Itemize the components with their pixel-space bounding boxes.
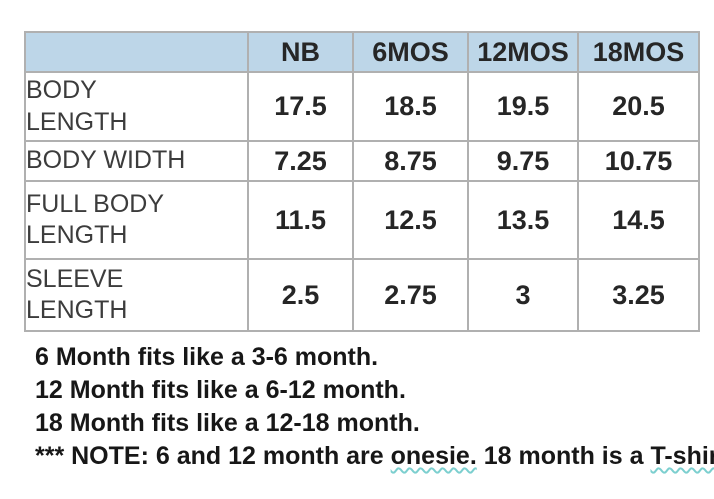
row-label-sleeve-length: SLEEVE LENGTH bbox=[24, 258, 249, 332]
cell-value: 19.5 bbox=[467, 71, 579, 142]
cell-value: 3.25 bbox=[577, 258, 700, 332]
fit-note-6-month: 6 Month fits like a 3-6 month. bbox=[35, 343, 379, 371]
cell-value: 9.75 bbox=[467, 140, 579, 182]
cell-value: 12.5 bbox=[352, 180, 469, 260]
row-label-full-body-length: FULL BODY LENGTH bbox=[24, 180, 249, 260]
cell-value: 18.5 bbox=[352, 71, 469, 142]
note-prefix: *** NOTE: 6 and 12 month are bbox=[35, 442, 391, 470]
fit-note-18-month: 18 Month fits like a 12-18 month. bbox=[35, 409, 420, 437]
note-middle: 18 month is a bbox=[476, 442, 651, 470]
table-row-body-length: BODY LENGTH 17.5 18.5 19.5 20.5 bbox=[24, 71, 700, 142]
cell-value: 8.75 bbox=[352, 140, 469, 182]
cell-value: 11.5 bbox=[247, 180, 354, 260]
cell-value: 13.5 bbox=[467, 180, 579, 260]
table-row-body-width: BODY WIDTH 7.25 8.75 9.75 10.75 bbox=[24, 140, 700, 182]
size-chart-table: NB 6MOS 12MOS 18MOS BODY LENGTH 17.5 18.… bbox=[24, 31, 700, 332]
fit-notes: 6 Month fits like a 3-6 month. 12 Month … bbox=[35, 341, 714, 473]
cell-value: 17.5 bbox=[247, 71, 354, 142]
cell-value: 7.25 bbox=[247, 140, 354, 182]
cell-value: 2.5 bbox=[247, 258, 354, 332]
cell-value: 20.5 bbox=[577, 71, 700, 142]
cell-value: 10.75 bbox=[577, 140, 700, 182]
cell-value: 2.75 bbox=[352, 258, 469, 332]
fit-note-12-month: 12 Month fits like a 6-12 month. bbox=[35, 376, 406, 404]
table-row-full-body-length: FULL BODY LENGTH 11.5 12.5 13.5 14.5 bbox=[24, 180, 700, 260]
column-header-nb: NB bbox=[247, 31, 354, 73]
table-header-row: NB 6MOS 12MOS 18MOS bbox=[24, 31, 700, 73]
cell-value: 14.5 bbox=[577, 180, 700, 260]
spellcheck-word-tshirt: T-shirt bbox=[650, 442, 714, 470]
cell-value: 3 bbox=[467, 258, 579, 332]
row-label-body-width: BODY WIDTH bbox=[24, 140, 249, 182]
column-header-12mos: 12MOS bbox=[467, 31, 579, 73]
row-label-body-length: BODY LENGTH bbox=[24, 71, 249, 142]
corner-cell bbox=[24, 31, 249, 73]
table-row-sleeve-length: SLEEVE LENGTH 2.5 2.75 3 3.25 bbox=[24, 258, 700, 332]
column-header-6mos: 6MOS bbox=[352, 31, 469, 73]
column-header-18mos: 18MOS bbox=[577, 31, 700, 73]
garment-type-note: *** NOTE: 6 and 12 month are onesie. 18 … bbox=[35, 440, 714, 473]
spellcheck-word-onesie: onesie. bbox=[390, 442, 477, 470]
